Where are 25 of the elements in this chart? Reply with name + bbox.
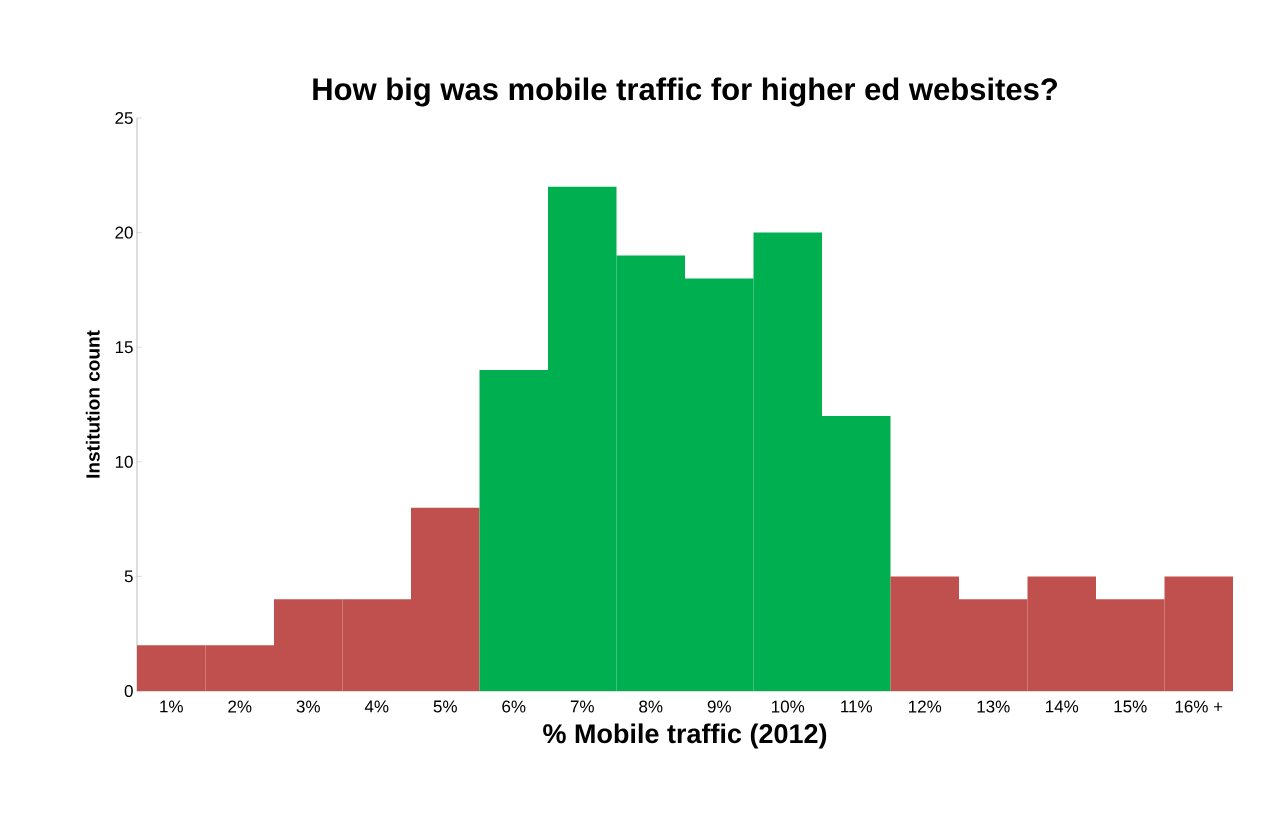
x-tick-label: 12% bbox=[909, 700, 942, 713]
x-axis-title: % Mobile traffic (2012) bbox=[543, 723, 827, 749]
y-axis-title: Institution count bbox=[85, 330, 100, 478]
y-tick-label: 0 bbox=[124, 684, 133, 698]
x-tick-label: 1% bbox=[160, 700, 183, 713]
x-tick-label: 3% bbox=[296, 700, 320, 713]
y-tick-label: 20 bbox=[115, 226, 133, 239]
y-tick-label: 5 bbox=[124, 570, 133, 583]
x-tick-label: 8% bbox=[639, 700, 663, 713]
x-tick-label: 14% bbox=[1046, 700, 1079, 713]
x-tick-label: 4% bbox=[364, 700, 389, 713]
x-tick-label: 13% bbox=[977, 700, 1010, 713]
x-tick-label: 7% bbox=[570, 700, 594, 713]
x-tick-label: 11% bbox=[841, 700, 873, 713]
x-tick-label: 9% bbox=[707, 700, 731, 713]
x-tick-label: 6% bbox=[502, 700, 526, 713]
x-tick-label: 15% bbox=[1114, 700, 1147, 713]
x-tick-label: 10% bbox=[772, 700, 805, 713]
x-tick-label: 2% bbox=[228, 700, 252, 713]
x-tick-label: 5% bbox=[433, 700, 457, 713]
y-tick-label: 25 bbox=[115, 111, 133, 125]
chart-title: How big was mobile traffic for higher ed websites? bbox=[313, 77, 1057, 107]
y-tick-label: 15 bbox=[115, 341, 133, 354]
x-tick-label: 16% + bbox=[1175, 700, 1223, 713]
y-tick-label: 10 bbox=[115, 455, 133, 468]
